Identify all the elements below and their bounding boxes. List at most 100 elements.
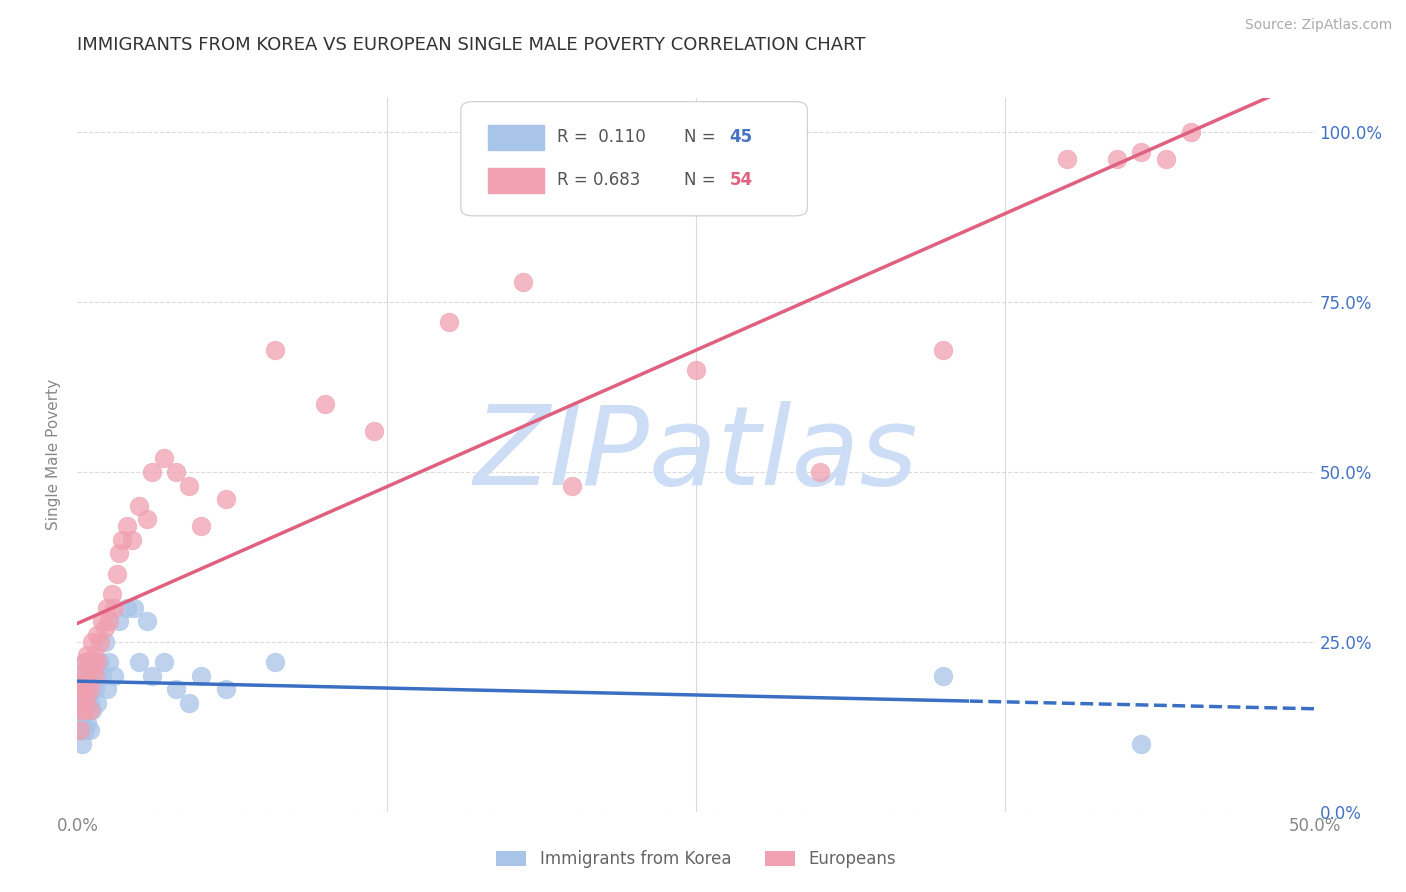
Point [103,669,125,683]
Point [73,655,96,669]
FancyBboxPatch shape [461,102,807,216]
Point [69,682,91,697]
Point [72,689,94,703]
Point [153,655,176,669]
Bar [488,168,544,193]
Point [86,655,108,669]
Point [437,315,460,329]
Point [512,275,534,289]
Text: N =: N = [683,171,720,189]
Point [79,703,101,717]
Point [73,703,96,717]
Point [76,689,98,703]
Point [190,669,212,683]
Point [363,424,385,438]
Point [73,675,96,690]
Point [153,451,176,466]
Point [314,397,336,411]
Text: R = 0.683: R = 0.683 [557,171,641,189]
Point [76,716,98,731]
Point [69,703,91,717]
Point [76,648,98,663]
Point [73,723,96,738]
Point [177,696,200,710]
Point [82,662,104,676]
Point [69,682,91,697]
Point [1056,153,1078,167]
Point [96,600,118,615]
Bar [488,125,544,150]
Point [91,615,114,629]
Point [76,669,98,683]
Point [141,465,163,479]
Point [79,682,101,697]
Y-axis label: Single Male Poverty: Single Male Poverty [46,379,62,531]
Point [82,682,104,697]
Point [82,635,104,649]
Point [86,696,108,710]
Point [808,465,831,479]
Point [98,615,121,629]
Point [264,343,287,357]
Point [115,519,138,533]
Point [165,465,187,479]
Point [190,519,212,533]
Point [177,478,200,492]
Point [101,587,124,601]
Point [215,492,238,507]
Point [69,703,91,717]
Point [105,566,128,581]
Point [1130,145,1153,160]
Point [128,655,150,669]
Point [79,675,101,690]
Point [79,655,101,669]
Text: 54: 54 [730,171,752,189]
Point [932,669,955,683]
Point [93,621,115,635]
Point [128,499,150,513]
Point [76,669,98,683]
Point [1105,153,1128,167]
Point [86,628,108,642]
Point [72,669,94,683]
Point [96,682,118,697]
Legend: Immigrants from Korea, Europeans: Immigrants from Korea, Europeans [489,844,903,875]
Point [1154,153,1177,167]
Point [89,655,111,669]
Point [83,648,105,663]
Point [141,669,163,683]
Point [103,600,125,615]
Point [82,703,104,717]
Point [76,689,98,703]
Point [79,723,101,738]
Point [561,478,583,492]
Text: N =: N = [683,128,720,146]
Point [115,600,138,615]
Point [1130,737,1153,751]
Point [98,655,121,669]
Point [83,669,105,683]
Text: ZIPatlas: ZIPatlas [474,401,918,508]
Point [135,615,157,629]
Point [111,533,134,547]
Point [69,723,91,738]
Point [69,723,91,738]
Point [264,655,287,669]
Point [122,600,145,615]
Point [685,363,707,377]
Point [932,343,955,357]
Point [73,703,96,717]
Point [86,669,108,683]
Point [82,662,104,676]
Point [72,737,94,751]
Point [165,682,187,697]
Text: IMMIGRANTS FROM KOREA VS EUROPEAN SINGLE MALE POVERTY CORRELATION CHART: IMMIGRANTS FROM KOREA VS EUROPEAN SINGLE… [77,36,866,54]
Point [72,669,94,683]
Point [108,615,131,629]
Point [83,682,105,697]
Point [121,533,143,547]
Text: Source: ZipAtlas.com: Source: ZipAtlas.com [1244,18,1392,32]
Point [215,682,238,697]
Point [79,655,101,669]
Text: 45: 45 [730,128,752,146]
